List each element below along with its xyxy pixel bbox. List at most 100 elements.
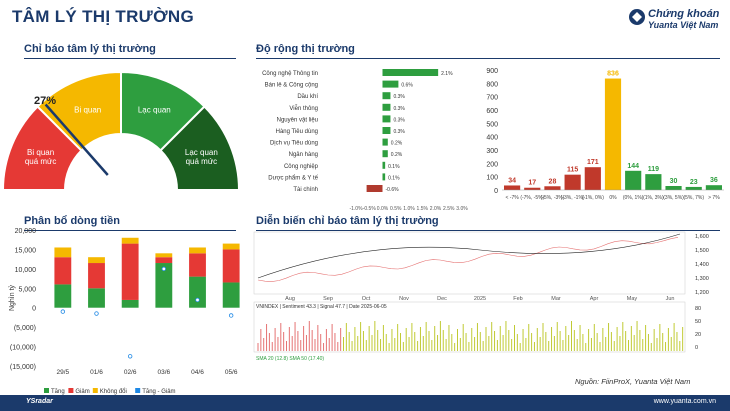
money-flow-chart: 20,000 15,000 10,000 5,000 0 (5,000) (10,000) (…: [9, 228, 240, 395]
source-note: Nguồn: FiinProX, Yuanta Việt Nam: [575, 377, 691, 386]
flow-legend-label: Không đổi: [100, 388, 127, 395]
gauge-segment-label: Lạc quan: [185, 148, 218, 157]
flow-date-label: 03/6: [158, 369, 171, 376]
flow-bar-down: [54, 257, 72, 285]
dist-y-tick: 300: [486, 148, 498, 155]
dist-bar-value: 28: [549, 178, 557, 185]
sector-name: Tài chính: [293, 187, 318, 193]
sector-bar: [382, 103, 391, 111]
flow-date-label: 29/5: [57, 369, 70, 376]
price-panel: [253, 231, 686, 295]
dist-bar-label: (1%, 3%): [643, 195, 664, 201]
flow-bar-unchanged: [155, 253, 173, 258]
month-label: Mar: [551, 296, 561, 302]
dist-bar: [584, 167, 601, 190]
flow-legend-label: Giảm: [75, 389, 89, 395]
dist-y-tick: 800: [486, 81, 498, 88]
sector-bar: [382, 138, 388, 146]
flow-net-point: [60, 309, 66, 314]
gauge-section-title: Chỉ báo tâm lý thị trường: [24, 43, 156, 55]
dist-bar: [504, 185, 521, 190]
gauge-segment-label: quá mức: [186, 157, 218, 166]
sector-axis-tick: 0.0%: [377, 206, 389, 212]
month-label: Jun: [666, 296, 675, 302]
sector-name: Nguyên vật liệu: [277, 117, 318, 123]
sector-bar: [382, 80, 399, 88]
sector-bar-chart: Công nghệ Thông tin 2.1% Bán lẻ & Công cộn…: [262, 69, 468, 212]
brand-line-1: Chứng khoán: [648, 8, 720, 20]
gauge-segment-label: Bi quan: [74, 106, 101, 115]
dist-bar-value: 144: [627, 163, 639, 170]
flow-bar-down: [88, 263, 105, 289]
section-divider: [24, 58, 236, 59]
sector-bar: [382, 127, 391, 134]
brand-line-2: Yuanta Việt Nam: [648, 20, 719, 30]
price-axis-tick: 1,500: [695, 248, 709, 254]
dist-bar: [705, 185, 722, 190]
dist-y-tick: 500: [486, 121, 498, 128]
dist-bar-label: < -7%: [505, 195, 519, 201]
flow-date-label: 02/6: [124, 369, 137, 376]
flow-legend-label: Tăng - Giảm: [142, 389, 175, 395]
sector-axis-tick: 2.0%: [430, 206, 442, 212]
flow-bar-down: [121, 243, 139, 300]
dist-bar-label: (-3%, -1%): [561, 195, 585, 201]
dist-bar-value: 36: [710, 177, 718, 184]
sector-value-label: 0.2%: [391, 141, 403, 147]
flow-legend-swatch: [92, 388, 98, 393]
sector-name: Bán lẻ & Công cộng: [265, 83, 318, 89]
sentiment-section-title: Diễn biến chỉ báo tâm lý thị trường: [256, 215, 439, 227]
footer-bar: YSradar www.yuanta.com.vn: [0, 395, 730, 411]
sector-name: Công nghiệp: [284, 164, 319, 170]
sector-bar: [366, 185, 383, 192]
price-change-distribution-chart: 0 100 200 300 400 500 600 700 800 900 34 < -7% 17 (-7…: [486, 68, 724, 201]
sector-axis-tick: 2.5%: [443, 206, 455, 212]
sector-name: Hàng Tiêu dùng: [276, 129, 318, 135]
indicator-info-line: VNINDEX | Sentiment 43.3 | Signal 47.7 |…: [256, 304, 387, 310]
sentiment-history-chart: 1,600 1,500 1,400 1,300 1,200 Aug Sep Oct Nov Dec…: [253, 231, 709, 362]
sector-value-label: 0.2%: [391, 152, 403, 158]
month-label: Oct: [362, 296, 371, 302]
flow-net-point: [127, 354, 133, 359]
dist-bar-value: 119: [648, 166, 659, 173]
flow-y-tick: (15,000): [10, 364, 36, 371]
sector-value-label: -0.6%: [386, 187, 400, 193]
dist-bar: [564, 174, 581, 190]
flow-bar-unchanged: [189, 247, 206, 254]
dist-bar-value: 23: [690, 179, 698, 186]
flow-date-label: 01/6: [90, 369, 103, 376]
sector-value-label: 0.1%: [388, 164, 400, 170]
sector-value-label: 0.3%: [393, 94, 405, 100]
flow-bar-up: [189, 276, 206, 308]
flow-legend-label: Tăng: [51, 389, 65, 395]
sector-value-label: 0.1%: [388, 175, 400, 181]
sector-value-label: 0.6%: [401, 83, 413, 89]
flow-y-tick: 15,000: [15, 247, 37, 254]
dist-y-tick: 200: [486, 161, 498, 168]
flow-bar-unchanged: [54, 247, 72, 258]
price-axis-tick: 1,400: [695, 262, 709, 268]
sector-bar: [382, 150, 388, 158]
dist-bar-value: 34: [508, 177, 516, 184]
flow-section-title: Phân bổ dòng tiền: [24, 215, 120, 227]
flow-y-tick: (10,000): [10, 345, 36, 352]
sector-bar: [382, 92, 391, 100]
flow-y-tick: 10,000: [15, 267, 37, 274]
dist-y-tick: 700: [486, 95, 498, 102]
footer-website[interactable]: www.yuanta.com.vn: [653, 398, 716, 405]
flow-bar-up: [54, 284, 72, 308]
flow-legend-swatch: [135, 388, 141, 393]
gauge-segment-label: Bi quan: [27, 148, 54, 157]
yuanta-logo-icon: [629, 9, 645, 25]
flow-date-label: 04/6: [191, 369, 204, 376]
dist-y-tick: 100: [486, 175, 498, 182]
flow-net-point: [195, 297, 200, 303]
indicator-axis-tick: 50: [695, 319, 701, 325]
month-label: Apr: [590, 296, 599, 302]
month-label: Feb: [513, 296, 522, 302]
month-label: 2025: [474, 296, 486, 302]
flow-bar-down: [155, 257, 173, 264]
dist-bar: [625, 170, 642, 190]
dist-y-tick: 400: [486, 135, 498, 142]
sector-value-label: 0.3%: [393, 106, 405, 112]
